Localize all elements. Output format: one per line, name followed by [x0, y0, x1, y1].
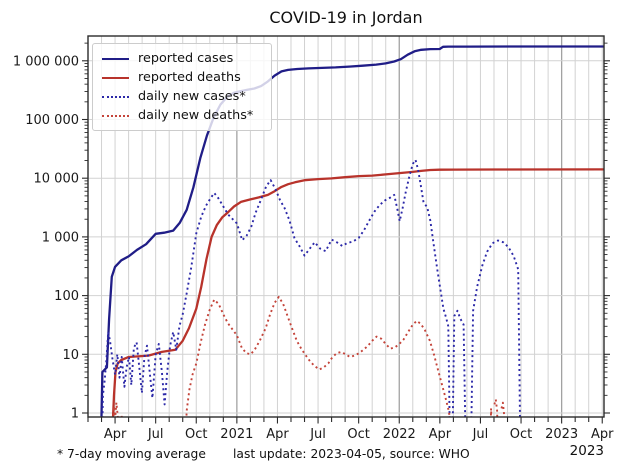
svg-text:Apr: Apr	[104, 427, 127, 442]
svg-text:Oct: Oct	[347, 427, 369, 442]
svg-text:1: 1	[71, 407, 79, 422]
svg-text:2021: 2021	[220, 427, 253, 442]
axis-corner-year-label: 2023	[569, 443, 604, 459]
svg-text:10: 10	[62, 348, 79, 363]
legend-label: reported deaths	[138, 70, 241, 85]
daily-new-deaths-line-icon	[102, 114, 129, 117]
legend-label: daily new deaths*	[138, 108, 254, 123]
svg-text:Apr: Apr	[266, 427, 289, 442]
svg-text:Jul: Jul	[309, 427, 326, 442]
reported-deaths-line-icon	[102, 76, 129, 79]
legend-label: reported cases	[138, 51, 234, 66]
svg-text:Oct: Oct	[185, 427, 207, 442]
moving-average-footnote: * 7-day moving average	[57, 447, 206, 461]
svg-text:100: 100	[54, 289, 79, 304]
legend-item-daily-new-cases: daily new cases*	[102, 87, 253, 106]
svg-text:10 000: 10 000	[34, 172, 80, 187]
last-update-note: last update: 2023-04-05, source: WHO	[233, 447, 470, 461]
svg-text:Oct: Oct	[510, 427, 532, 442]
legend: reported cases reported deaths daily new…	[92, 43, 273, 131]
reported-cases-line-icon	[102, 57, 129, 60]
svg-text:Apr: Apr	[429, 427, 452, 442]
legend-item-daily-new-deaths: daily new deaths*	[102, 106, 253, 125]
daily-new-cases-line-icon	[102, 95, 129, 98]
svg-text:Apr: Apr	[591, 427, 614, 442]
svg-text:1 000: 1 000	[42, 230, 79, 245]
legend-label: daily new cases*	[138, 89, 246, 104]
chart-title: COVID-19 in Jordan	[269, 8, 423, 27]
legend-item-reported-cases: reported cases	[102, 49, 253, 68]
svg-text:Jul: Jul	[472, 427, 489, 442]
svg-text:2023: 2023	[545, 427, 578, 442]
legend-item-reported-deaths: reported deaths	[102, 68, 253, 87]
svg-text:2022: 2022	[383, 427, 416, 442]
svg-text:1 000 000: 1 000 000	[13, 54, 79, 69]
svg-text:Jul: Jul	[147, 427, 164, 442]
svg-text:100 000: 100 000	[25, 113, 79, 128]
